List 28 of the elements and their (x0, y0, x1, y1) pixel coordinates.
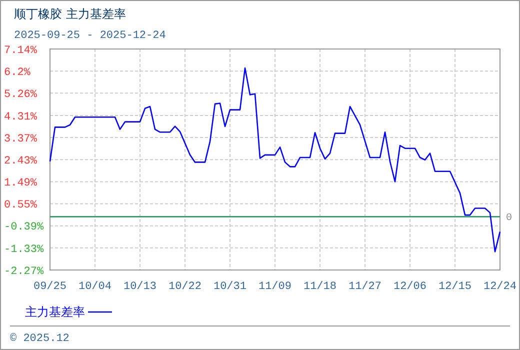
text: © 2025.12 (10, 333, 70, 345)
x-tick-label: 10/31 (213, 281, 247, 293)
x-tick-label: 11/27 (348, 281, 382, 293)
y-tick-label: -0.39% (4, 222, 44, 234)
y-tick-label: 0.55% (4, 200, 38, 212)
y-tick-label: -2.27% (4, 266, 44, 278)
x-tick-label: 10/13 (123, 281, 157, 293)
x-tick-label: 10/22 (168, 281, 202, 293)
y-tick-label: 6.2% (4, 66, 31, 79)
legend-label: 主力基差率 (25, 305, 85, 319)
ref-line-label: 0 (506, 213, 512, 224)
x-tick-label: 10/04 (78, 281, 112, 293)
y-tick-label: 1.49% (4, 178, 38, 190)
x-tick-label: 12/24 (483, 281, 517, 293)
y-tick-label: 5.26% (4, 89, 38, 102)
y-tick-label: 3.37% (4, 133, 38, 146)
y-tick-label: 7.14% (4, 44, 38, 57)
chart-title: 顺丁橡胶 主力基差率 (14, 7, 126, 21)
x-tick-label: 11/18 (303, 281, 337, 293)
x-tick-label: 12/15 (438, 281, 472, 293)
y-tick-label: 4.31% (4, 111, 38, 124)
chart-subtitle: 2025-09-25 - 2025-12-24 (14, 30, 166, 42)
x-tick-label: 11/09 (258, 281, 292, 293)
y-tick-label: -1.33% (4, 244, 44, 256)
y-tick-label: 2.43% (4, 155, 38, 168)
x-tick-label: 09/25 (33, 281, 67, 293)
x-tick-label: 12/06 (393, 281, 427, 293)
line-series (49, 67, 501, 252)
